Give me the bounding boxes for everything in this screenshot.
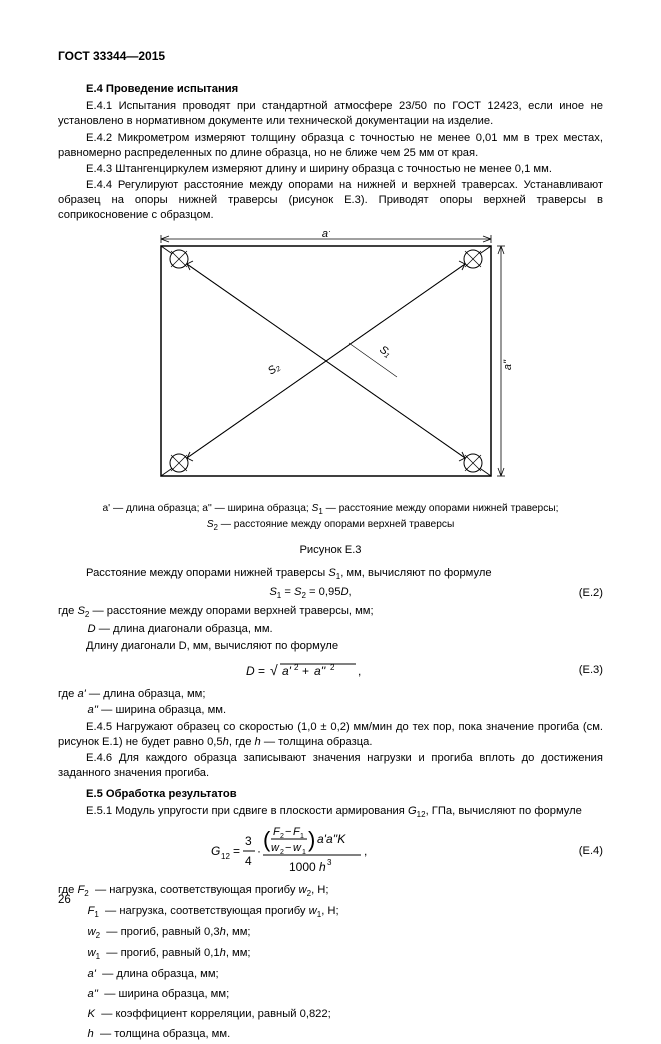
svg-text:√: √ (270, 662, 278, 678)
where-e4: где F2 — нагрузка, соответствующая проги… (58, 881, 603, 1043)
svg-text:a'a''K: a'a''K (317, 832, 346, 846)
svg-text:·: · (257, 844, 261, 858)
where-k: K — коэффициент корреляции, равный 0,822… (72, 1005, 603, 1024)
where-a1: где a' — длина образца, мм; (58, 687, 603, 702)
section-e5-title: Е.5 Обработка результатов (58, 787, 603, 802)
svg-text:+: + (302, 664, 309, 678)
figure-subcaption: a' — длина образца; a'' — ширина образца… (58, 502, 603, 533)
a-double-prime-label: a'' (502, 359, 514, 370)
where-a2b: a'' — ширина образца, мм; (72, 985, 603, 1004)
figure-e3: a' a'' S₁ (58, 231, 603, 558)
para-e4-1: Е.4.1 Испытания проводят при стандартной… (58, 99, 603, 129)
svg-text:h: h (319, 860, 326, 874)
figure-diagram: a' a'' S₁ (121, 231, 541, 491)
gost-header: ГОСТ 33344—2015 (58, 48, 603, 64)
formula-e2: S1 = S2 = 0,95D, (58, 585, 563, 602)
page-number: 26 (58, 893, 71, 909)
where-F1: F1 — нагрузка, соответствующая прогибу w… (72, 902, 603, 922)
where-d: D — длина диагонали образца, мм. (72, 622, 603, 637)
svg-text:D: D (246, 664, 255, 678)
svg-text:−: − (285, 842, 291, 854)
svg-text:(: ( (263, 827, 271, 852)
svg-text:2: 2 (330, 663, 335, 672)
svg-text:12: 12 (221, 852, 230, 861)
formula-e2-row: S1 = S2 = 0,95D, (Е.2) (58, 585, 603, 602)
s2-label: S₂ (265, 361, 282, 378)
svg-text:,: , (358, 664, 361, 678)
svg-text:=: = (258, 664, 265, 678)
formula-e4-num: (Е.4) (563, 844, 603, 859)
where-e3: где a' — длина образца, мм; a'' — ширина… (58, 687, 603, 718)
where-e2: где S2 — расстояние между опорами верхне… (58, 604, 603, 637)
formula-e4-row: G 12 = 3 4 · ( F2 − F1 w2 − w1 ) (58, 823, 603, 879)
para-e4-6: Е.4.6 Для каждого образца записывают зна… (58, 751, 603, 781)
formula-e3: D = √ a' 2 + a'' 2 , (58, 657, 563, 685)
svg-text:,: , (364, 844, 367, 858)
svg-text:1000: 1000 (289, 860, 316, 874)
where-s2: где S2 — расстояние между опорами верхне… (58, 604, 603, 621)
figure-caption: Рисунок Е.3 (58, 543, 603, 558)
svg-text:): ) (308, 827, 315, 852)
para-e4-2: Е.4.2 Микрометром измеряют толщину образ… (58, 131, 603, 161)
where-a1b: a' — длина образца, мм; (72, 965, 603, 984)
formula-e4: G 12 = 3 4 · ( F2 − F1 w2 − w1 ) (58, 823, 563, 879)
svg-text:−: − (285, 826, 291, 838)
s1-formula-intro: Расстояние между опорами нижней траверсы… (58, 566, 603, 583)
section-e4-title: Е.4 Проведение испытания (58, 82, 603, 97)
where-w2: w2 — прогиб, равный 0,3h, мм; (72, 923, 603, 943)
svg-text:G: G (211, 844, 220, 858)
where-a2: a'' — ширина образца, мм. (72, 703, 603, 718)
page: ГОСТ 33344—2015 Е.4 Проведение испытания… (0, 0, 661, 935)
a-prime-label: a' (321, 231, 330, 240)
svg-text:4: 4 (245, 854, 252, 868)
where-F2: где F2 — нагрузка, соответствующая проги… (58, 881, 603, 901)
where-w1: w1 — прогиб, равный 0,1h, мм; (72, 944, 603, 964)
para-e4-5: Е.4.5 Нагружают образец со скоростью (1,… (58, 720, 603, 750)
s1-label: S₁ (377, 344, 393, 360)
svg-text:a': a' (282, 664, 292, 678)
svg-text:2: 2 (294, 663, 299, 672)
svg-text:a'': a'' (314, 664, 326, 678)
svg-text:=: = (233, 844, 240, 858)
calc-d-intro: Длину диагонали D, мм, вычисляют по форм… (58, 639, 603, 654)
svg-text:w: w (293, 842, 302, 854)
svg-text:3: 3 (327, 858, 332, 867)
para-e4-3: Е.4.3 Штангенциркулем измеряют длину и ш… (58, 162, 603, 177)
formula-e2-num: (Е.2) (563, 586, 603, 601)
formula-e3-row: D = √ a' 2 + a'' 2 , (Е.3) (58, 657, 603, 685)
formula-e3-num: (Е.3) (563, 663, 603, 678)
para-e5-1: Е.5.1 Модуль упругости при сдвиге в плос… (58, 804, 603, 821)
svg-text:3: 3 (245, 834, 252, 848)
svg-text:w: w (271, 842, 280, 854)
para-e4-4: Е.4.4 Регулируют расстояние между опорам… (58, 178, 603, 223)
where-h: h — толщина образца, мм. (72, 1025, 603, 1044)
